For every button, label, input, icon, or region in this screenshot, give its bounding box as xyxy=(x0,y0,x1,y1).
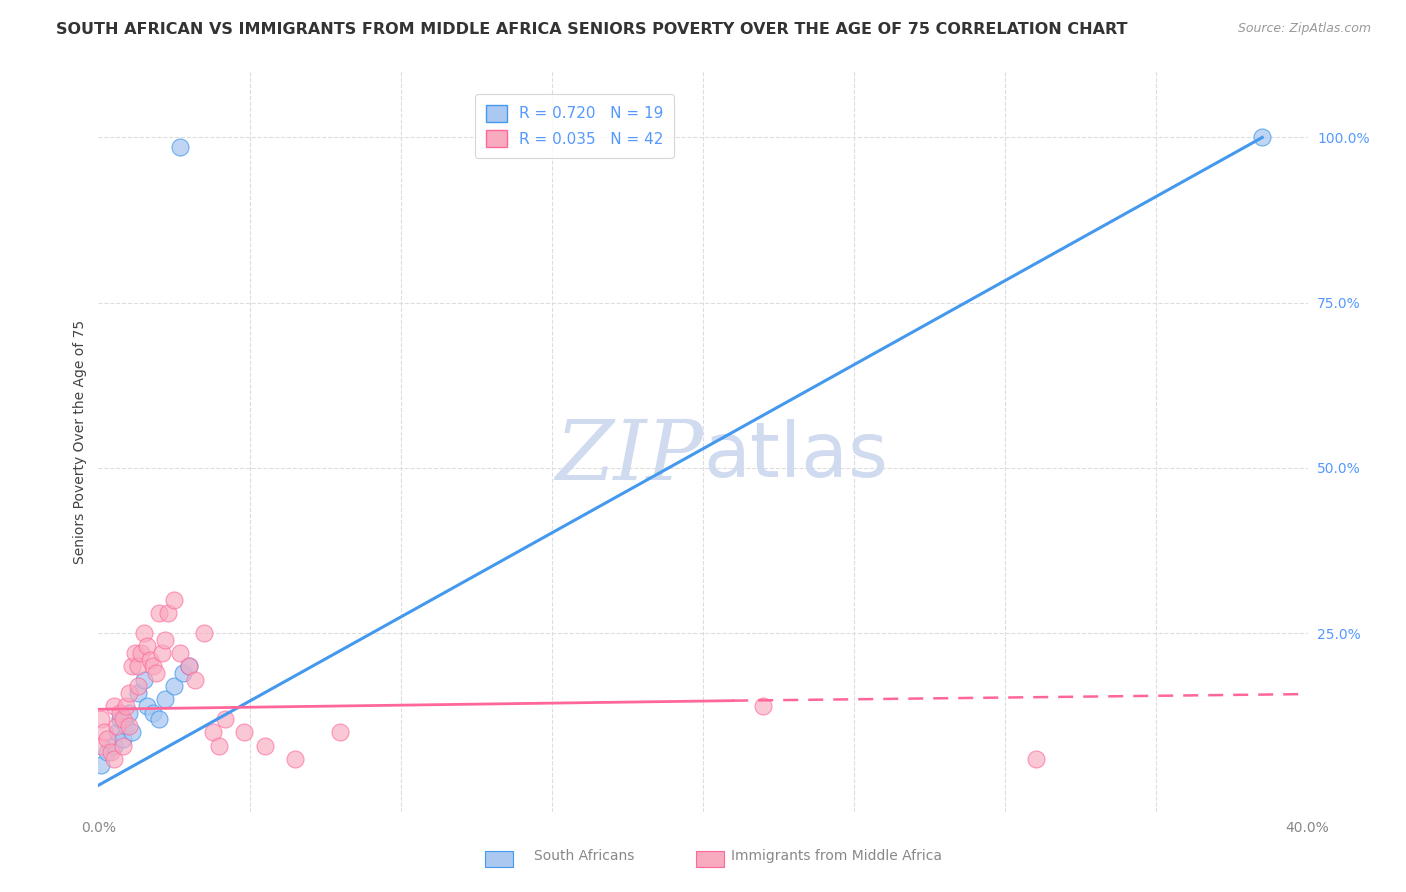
Point xyxy=(121,659,143,673)
Point xyxy=(153,692,176,706)
Point xyxy=(329,725,352,739)
Point xyxy=(148,712,170,726)
Point xyxy=(96,745,118,759)
Point xyxy=(108,706,131,720)
Point xyxy=(202,725,225,739)
Point xyxy=(105,719,128,733)
Point xyxy=(135,698,157,713)
Point xyxy=(148,607,170,621)
Point xyxy=(121,725,143,739)
Point xyxy=(169,140,191,154)
Text: atlas: atlas xyxy=(703,419,887,493)
Point xyxy=(103,739,125,753)
Point xyxy=(111,739,134,753)
Y-axis label: Seniors Poverty Over the Age of 75: Seniors Poverty Over the Age of 75 xyxy=(73,319,87,564)
Point xyxy=(96,731,118,746)
Point xyxy=(142,706,165,720)
Point xyxy=(118,686,141,700)
Point xyxy=(139,653,162,667)
Point xyxy=(169,646,191,660)
Point xyxy=(103,752,125,766)
Point xyxy=(127,686,149,700)
Point xyxy=(142,659,165,673)
Point xyxy=(127,679,149,693)
Point xyxy=(118,706,141,720)
Point xyxy=(124,646,146,660)
Text: ZIP: ZIP xyxy=(555,416,703,497)
Point xyxy=(193,626,215,640)
Point xyxy=(153,632,176,647)
Text: South Africans: South Africans xyxy=(534,849,634,863)
Point xyxy=(90,712,112,726)
Point xyxy=(150,646,173,660)
Point xyxy=(163,593,186,607)
Point xyxy=(90,739,112,753)
Point xyxy=(179,659,201,673)
Point xyxy=(93,725,115,739)
Point xyxy=(114,719,136,733)
Point xyxy=(145,665,167,680)
Point xyxy=(1024,752,1046,766)
Point xyxy=(114,698,136,713)
Text: Immigrants from Middle Africa: Immigrants from Middle Africa xyxy=(731,849,942,863)
Point xyxy=(108,712,131,726)
Point xyxy=(111,731,134,746)
Point xyxy=(118,719,141,733)
Point xyxy=(111,712,134,726)
Point xyxy=(232,725,254,739)
Point xyxy=(132,626,155,640)
Point xyxy=(132,673,155,687)
Point xyxy=(752,698,775,713)
Point xyxy=(163,679,186,693)
Text: SOUTH AFRICAN VS IMMIGRANTS FROM MIDDLE AFRICA SENIORS POVERTY OVER THE AGE OF 7: SOUTH AFRICAN VS IMMIGRANTS FROM MIDDLE … xyxy=(56,22,1128,37)
Point xyxy=(156,607,179,621)
Legend: R = 0.720   N = 19, R = 0.035   N = 42: R = 0.720 N = 19, R = 0.035 N = 42 xyxy=(475,94,675,158)
Text: Source: ZipAtlas.com: Source: ZipAtlas.com xyxy=(1237,22,1371,36)
Point xyxy=(179,659,201,673)
Point xyxy=(105,725,128,739)
Point xyxy=(184,673,207,687)
Point xyxy=(103,698,125,713)
Point xyxy=(127,659,149,673)
Point xyxy=(129,646,152,660)
Point xyxy=(90,758,112,772)
Point xyxy=(284,752,307,766)
Point xyxy=(1251,130,1274,145)
Point xyxy=(208,739,231,753)
Point xyxy=(135,640,157,654)
Point xyxy=(253,739,276,753)
Point xyxy=(172,665,194,680)
Point xyxy=(100,745,122,759)
Point xyxy=(214,712,236,726)
